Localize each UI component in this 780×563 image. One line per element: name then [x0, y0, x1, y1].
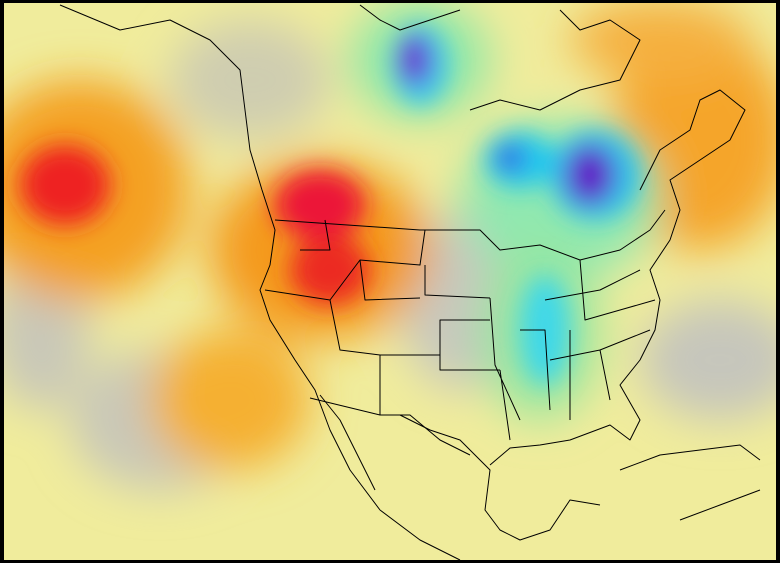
coastline	[469, 9, 641, 111]
coastline	[359, 4, 461, 31]
coastline	[399, 414, 601, 541]
outlines	[59, 4, 761, 561]
coastline	[679, 489, 761, 521]
coastline	[619, 444, 761, 471]
border	[309, 397, 471, 456]
coastline	[489, 89, 746, 466]
coastline	[319, 394, 376, 491]
coastline	[59, 4, 461, 561]
border	[274, 209, 666, 261]
core-regions	[20, 25, 640, 385]
state-lines	[264, 219, 656, 441]
